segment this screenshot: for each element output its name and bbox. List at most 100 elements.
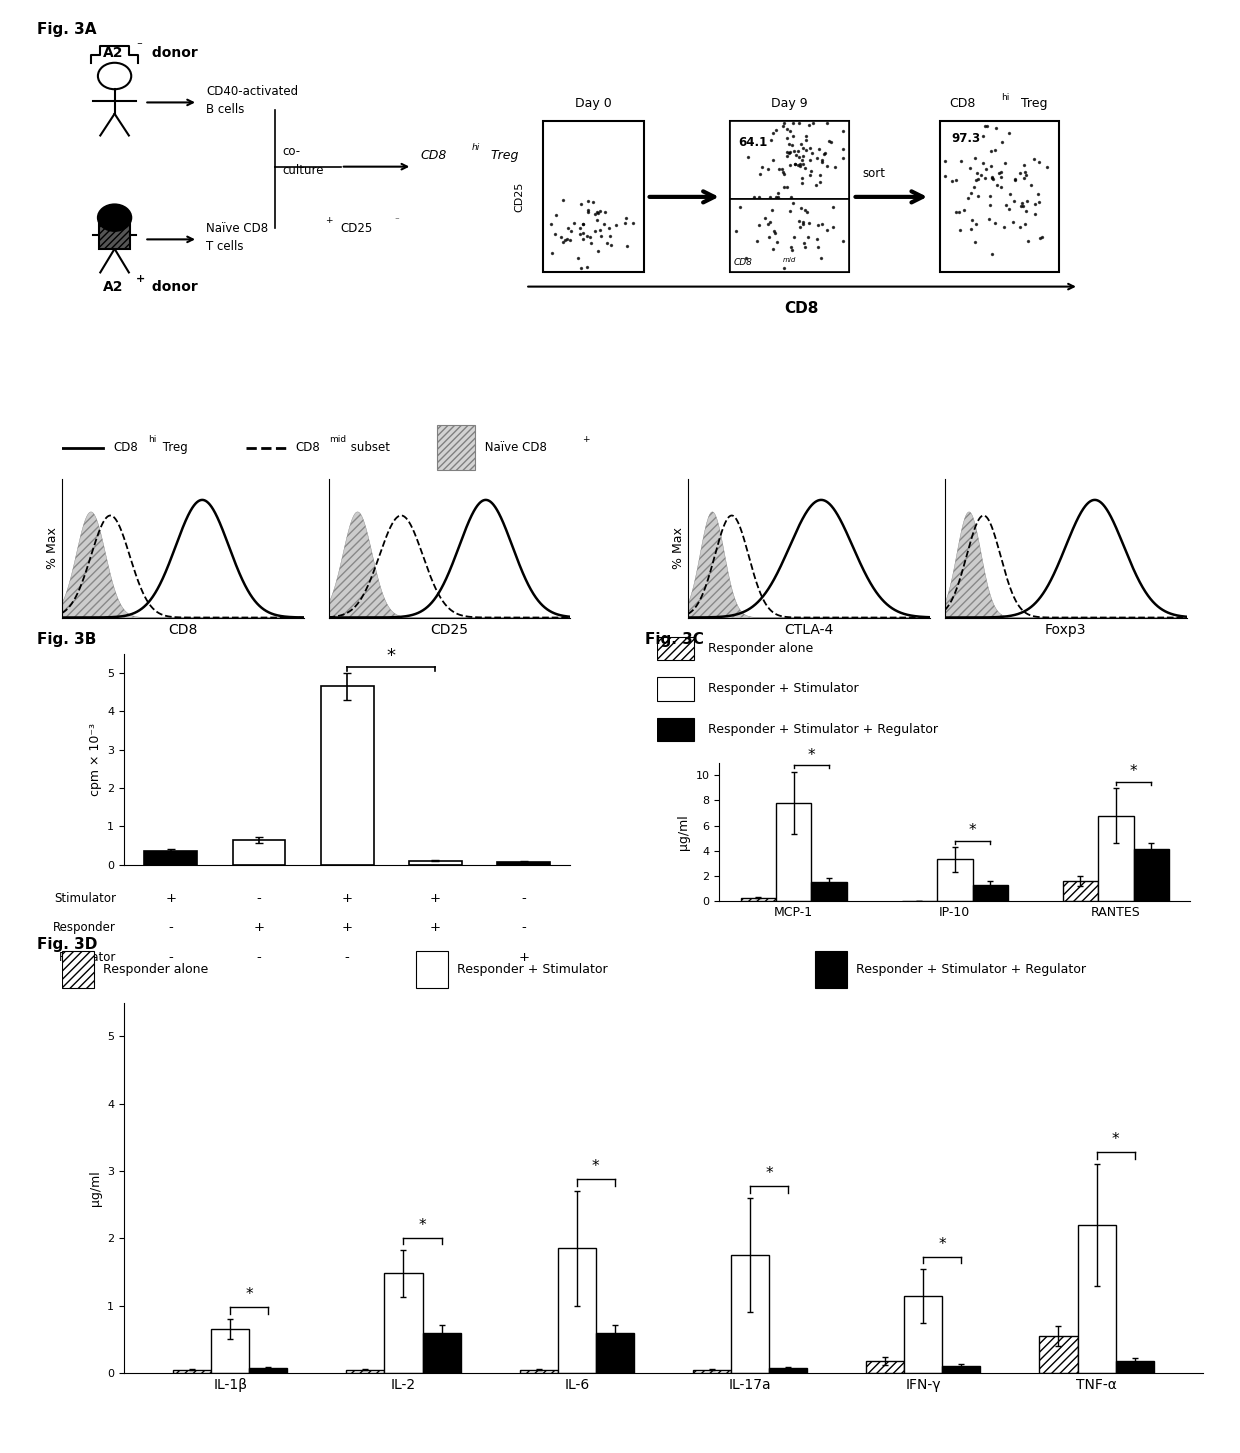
Point xyxy=(789,112,808,135)
Text: *: * xyxy=(246,1287,253,1302)
Point xyxy=(976,157,996,180)
Text: +: + xyxy=(518,950,529,963)
Bar xyxy=(1116,1361,1153,1373)
Point xyxy=(1016,161,1035,185)
Point xyxy=(990,161,1009,185)
Point xyxy=(794,211,813,234)
Point xyxy=(1014,166,1034,189)
Bar xyxy=(174,1370,211,1373)
Point xyxy=(780,119,800,142)
Point xyxy=(584,219,604,243)
Point xyxy=(573,222,593,246)
Point xyxy=(768,182,787,205)
Point xyxy=(1024,193,1044,216)
Bar xyxy=(942,1366,981,1373)
Point xyxy=(750,163,770,186)
Point xyxy=(822,215,842,238)
Bar xyxy=(1133,850,1169,901)
Text: CD25: CD25 xyxy=(515,182,525,212)
Point xyxy=(1029,151,1049,174)
Text: -: - xyxy=(345,950,350,963)
Text: B cells: B cells xyxy=(206,103,244,116)
Text: -: - xyxy=(169,921,174,934)
Text: sort: sort xyxy=(863,167,885,180)
Point xyxy=(573,227,593,250)
Point xyxy=(1029,190,1049,214)
Point xyxy=(562,219,582,243)
Text: *: * xyxy=(591,1159,600,1174)
Point xyxy=(578,189,598,212)
Text: ⁻: ⁻ xyxy=(136,41,141,51)
Point xyxy=(817,112,837,135)
Point xyxy=(599,216,619,240)
Point xyxy=(748,230,768,253)
Bar xyxy=(730,122,849,273)
Text: Responder alone: Responder alone xyxy=(708,642,813,655)
Point xyxy=(802,112,822,135)
Text: CD8: CD8 xyxy=(734,257,753,267)
Point xyxy=(800,164,820,187)
Point xyxy=(963,176,983,199)
Point xyxy=(759,225,779,248)
Point xyxy=(1004,167,1024,190)
Point xyxy=(796,139,816,163)
Point xyxy=(1037,155,1056,179)
Point xyxy=(982,166,1002,189)
Point xyxy=(542,241,562,264)
Bar xyxy=(940,122,1059,273)
Point xyxy=(1004,190,1024,214)
Point xyxy=(826,155,846,179)
Text: -: - xyxy=(169,950,174,963)
Text: *: * xyxy=(1112,1132,1120,1148)
Point xyxy=(806,173,826,196)
Point xyxy=(773,161,792,185)
Text: hi: hi xyxy=(471,144,480,153)
Point xyxy=(588,201,608,224)
Point xyxy=(1009,215,1029,238)
Point xyxy=(759,157,779,180)
Text: Regulator: Regulator xyxy=(58,950,117,963)
Bar xyxy=(730,122,849,199)
Point xyxy=(792,167,812,190)
Point xyxy=(763,198,782,221)
Point xyxy=(577,225,596,248)
Point xyxy=(1018,230,1038,253)
Point xyxy=(833,147,853,170)
Point xyxy=(811,247,831,270)
Point xyxy=(1028,183,1048,206)
Point xyxy=(796,128,816,151)
Point xyxy=(573,212,593,235)
Point xyxy=(986,116,1006,139)
Point xyxy=(781,185,801,208)
Y-axis label: % Max: % Max xyxy=(672,527,686,570)
X-axis label: CD8: CD8 xyxy=(169,623,197,636)
Point xyxy=(795,157,815,180)
Point xyxy=(774,112,794,135)
Point xyxy=(554,228,574,251)
Point xyxy=(1012,192,1032,215)
Point xyxy=(765,219,785,243)
Point xyxy=(986,211,1006,234)
Point xyxy=(946,201,966,224)
Point xyxy=(618,234,637,257)
Text: +: + xyxy=(430,950,441,963)
Point xyxy=(982,243,1002,266)
Bar xyxy=(346,1370,384,1373)
Text: CD8: CD8 xyxy=(295,442,320,453)
Point xyxy=(1025,202,1045,225)
Point xyxy=(759,212,779,235)
Point xyxy=(959,186,978,209)
Text: T cells: T cells xyxy=(206,240,244,253)
Text: Naïve CD8: Naïve CD8 xyxy=(206,221,268,234)
Point xyxy=(981,139,1001,163)
Point xyxy=(991,166,1011,189)
Point xyxy=(823,196,843,219)
Point xyxy=(973,124,993,147)
Point xyxy=(987,173,1007,196)
Point xyxy=(1024,147,1044,170)
Text: +: + xyxy=(430,892,441,905)
Point xyxy=(601,234,621,257)
Bar xyxy=(693,1370,730,1373)
Point xyxy=(975,115,994,138)
Point xyxy=(570,216,590,240)
